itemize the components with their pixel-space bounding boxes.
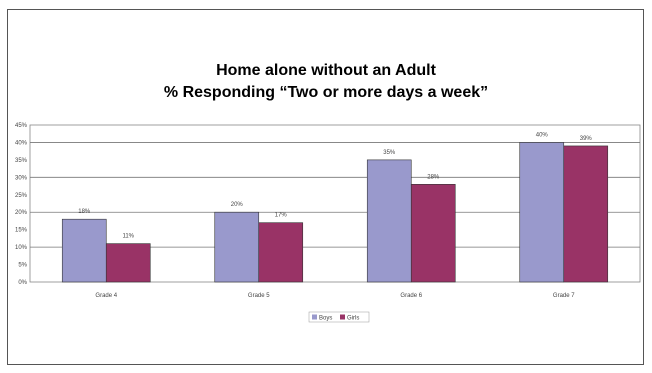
y-tick-label: 10%	[15, 245, 28, 251]
chart-title: Home alone without an Adult	[216, 62, 436, 79]
y-tick-label: 15%	[15, 228, 28, 234]
bar-girls	[105, 243, 151, 283]
x-tick-label: Grade 4	[95, 293, 117, 299]
y-tick-label: 30%	[15, 175, 28, 181]
x-tick-label: Grade 5	[248, 293, 270, 299]
plot-area	[29, 124, 641, 283]
y-tick-label: 0%	[18, 280, 27, 286]
bar-girls	[258, 222, 304, 283]
y-tick-label: 40%	[15, 140, 28, 146]
legend-label: Girls	[347, 316, 359, 322]
y-tick-label: 20%	[15, 210, 28, 216]
y-tick-label: 35%	[15, 158, 28, 164]
legend-label: Boys	[319, 316, 332, 322]
chart-subtitle: % Responding “Two or more days a week”	[163, 84, 489, 101]
x-tick-label: Grade 7	[553, 293, 575, 299]
data-label: 18%	[78, 209, 91, 215]
y-tick-label: 5%	[18, 263, 27, 269]
data-label: 40%	[536, 132, 549, 138]
data-label: 39%	[580, 136, 593, 142]
legend-swatch	[312, 314, 317, 320]
bar-boys	[214, 211, 260, 283]
bar-girls	[563, 145, 609, 283]
data-label: 17%	[275, 213, 288, 219]
data-label: 20%	[231, 202, 244, 208]
bar-boys	[61, 218, 107, 283]
data-label: 11%	[122, 234, 134, 240]
data-label: 28%	[427, 174, 440, 180]
bar-boys	[519, 142, 565, 283]
bar-boys	[366, 159, 412, 283]
bar-girls	[410, 184, 456, 283]
legend-box	[308, 311, 370, 323]
data-label: 35%	[383, 150, 396, 156]
y-tick-label: 25%	[15, 193, 28, 199]
x-tick-label: Grade 6	[400, 293, 422, 299]
legend-swatch	[340, 314, 345, 320]
y-tick-label: 45%	[15, 123, 28, 129]
